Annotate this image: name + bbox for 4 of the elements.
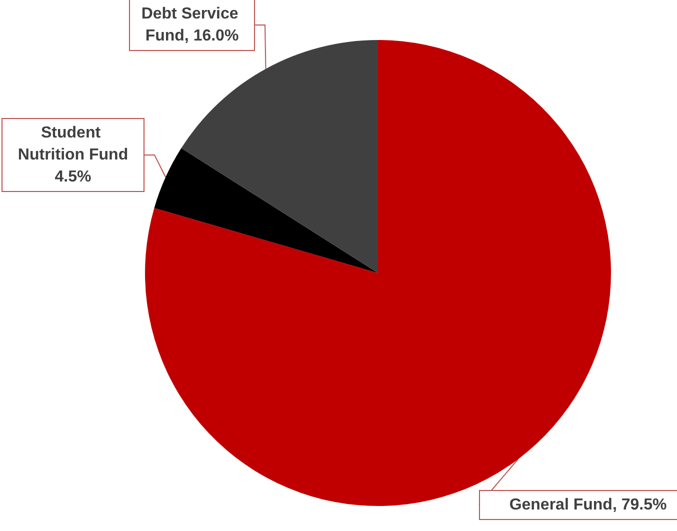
slice-label: Debt Service Fund, 16.0% bbox=[141, 6, 243, 44]
data-label: 4.5% bbox=[54, 168, 92, 186]
slice-label: Student Nutrition Fund bbox=[18, 124, 128, 164]
slice-label: General Fund, 79.5% bbox=[509, 496, 667, 514]
